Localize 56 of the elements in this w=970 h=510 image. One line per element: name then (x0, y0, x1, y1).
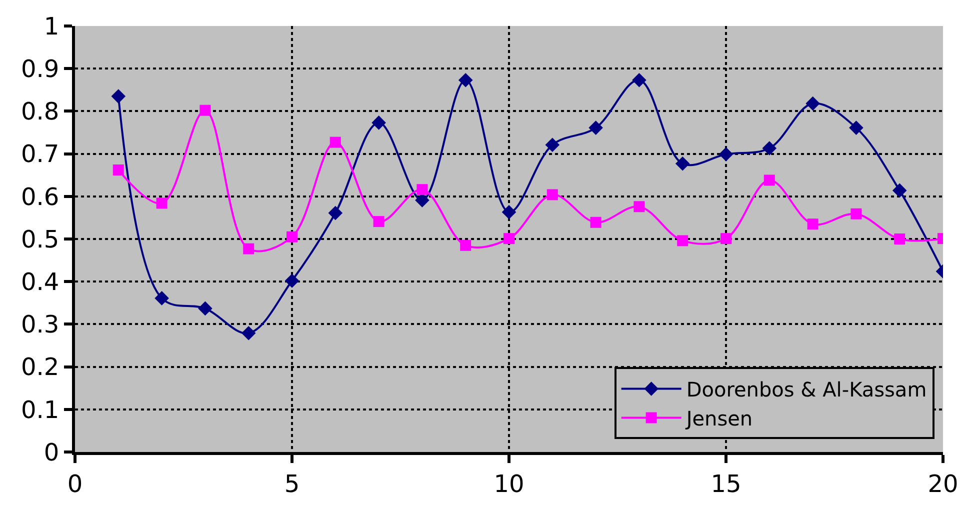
y-tick-label: 0.5 (21, 225, 60, 254)
point (154, 291, 169, 306)
point (718, 147, 734, 162)
point (632, 72, 646, 88)
point (328, 206, 343, 220)
y-tick-label: 0.4 (21, 268, 60, 296)
point (502, 205, 516, 220)
point (286, 231, 298, 242)
point (675, 156, 690, 171)
y-tick-label: 0.6 (21, 182, 60, 211)
y-tick-label: 0.1 (21, 396, 60, 424)
point (764, 174, 775, 186)
point (243, 243, 254, 254)
point (460, 240, 472, 251)
y-tick-label: 0.8 (21, 98, 60, 126)
point (762, 141, 777, 156)
point (590, 216, 602, 228)
point (373, 216, 384, 228)
point (677, 235, 688, 246)
point (894, 234, 906, 244)
x-tick-label: 5 (284, 470, 300, 498)
point (850, 208, 862, 220)
point (849, 120, 864, 135)
y-tick-label: 0.2 (21, 353, 60, 382)
point (284, 274, 300, 288)
point (111, 89, 126, 104)
x-tick-label: 10 (494, 470, 524, 498)
point (806, 96, 820, 111)
point (634, 201, 645, 212)
point (720, 233, 732, 244)
point (892, 183, 907, 198)
point (241, 326, 256, 340)
y-tick-label: 0 (44, 438, 60, 466)
point (330, 136, 341, 148)
legend-label: Doorenbos & Al-Kassam (686, 378, 927, 402)
point (545, 138, 560, 152)
x-tick-label: 15 (710, 470, 742, 498)
legend-label: Jensen (684, 406, 753, 431)
y-tick-label: 0.7 (21, 140, 60, 168)
y-tick-label: 0.3 (21, 310, 60, 339)
y-tick-label: 1 (44, 12, 60, 40)
x-tick-label: 0 (67, 470, 83, 498)
point (112, 164, 124, 176)
x-tick-label: 20 (928, 470, 958, 498)
y-tick-label: 0.9 (21, 55, 60, 83)
point (588, 120, 603, 135)
point (198, 301, 212, 316)
point (415, 193, 430, 208)
point (458, 72, 473, 88)
point (372, 116, 386, 130)
point (504, 233, 514, 244)
point (156, 198, 168, 209)
point (200, 104, 211, 116)
point (416, 184, 428, 196)
point (807, 218, 818, 230)
point (546, 189, 558, 200)
